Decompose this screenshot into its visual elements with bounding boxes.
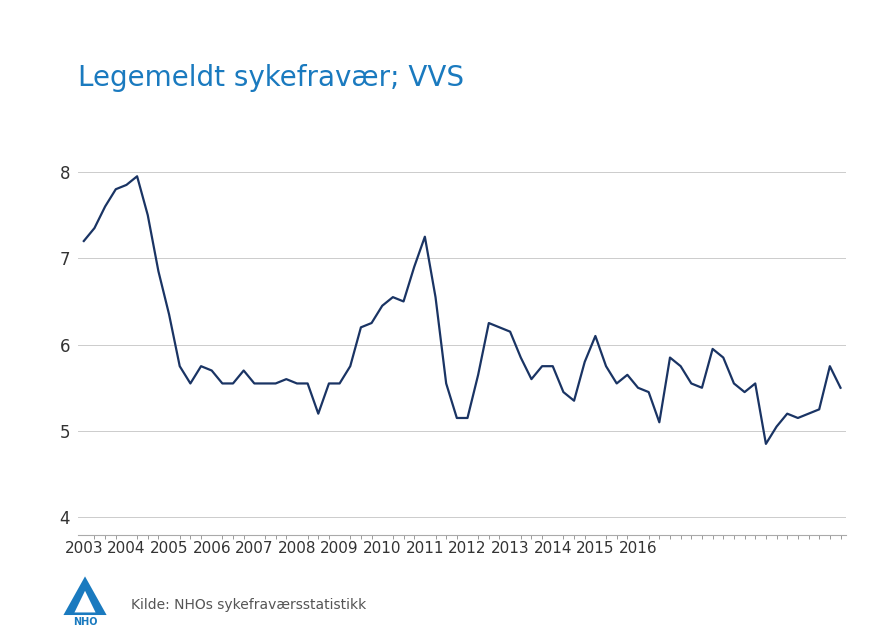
Polygon shape (64, 576, 106, 615)
Text: NHO: NHO (72, 617, 98, 627)
Text: Legemeldt sykefravær; VVS: Legemeldt sykefravær; VVS (78, 64, 465, 92)
Polygon shape (74, 591, 96, 612)
Text: Kilde: NHOs sykefraværsstatistikk: Kilde: NHOs sykefraværsstatistikk (131, 598, 366, 612)
